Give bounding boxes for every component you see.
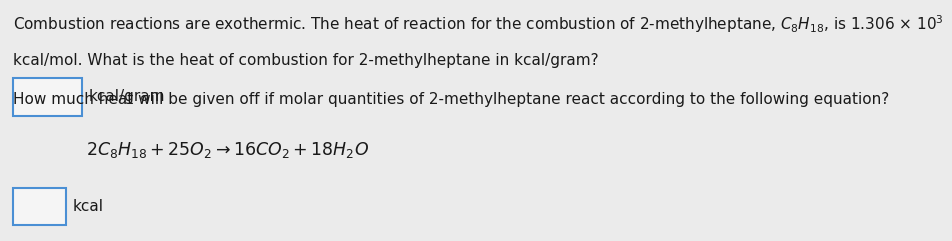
Text: $2C_8H_{18} + 25O_2 \rightarrow 16CO_2 + 18H_2O$: $2C_8H_{18} + 25O_2 \rightarrow 16CO_2 +… — [86, 140, 368, 160]
Text: kcal/mol. What is the heat of combustion for 2-methylheptane in kcal/gram?: kcal/mol. What is the heat of combustion… — [13, 53, 599, 68]
Text: kcal: kcal — [72, 199, 104, 214]
Bar — [13, 188, 66, 225]
Bar — [13, 78, 82, 116]
Text: Combustion reactions are exothermic. The heat of reaction for the combustion of : Combustion reactions are exothermic. The… — [13, 13, 943, 35]
Text: kcal/gram: kcal/gram — [89, 89, 165, 104]
Text: How much heat will be given off if molar quantities of 2-methylheptane react acc: How much heat will be given off if molar… — [13, 92, 888, 107]
